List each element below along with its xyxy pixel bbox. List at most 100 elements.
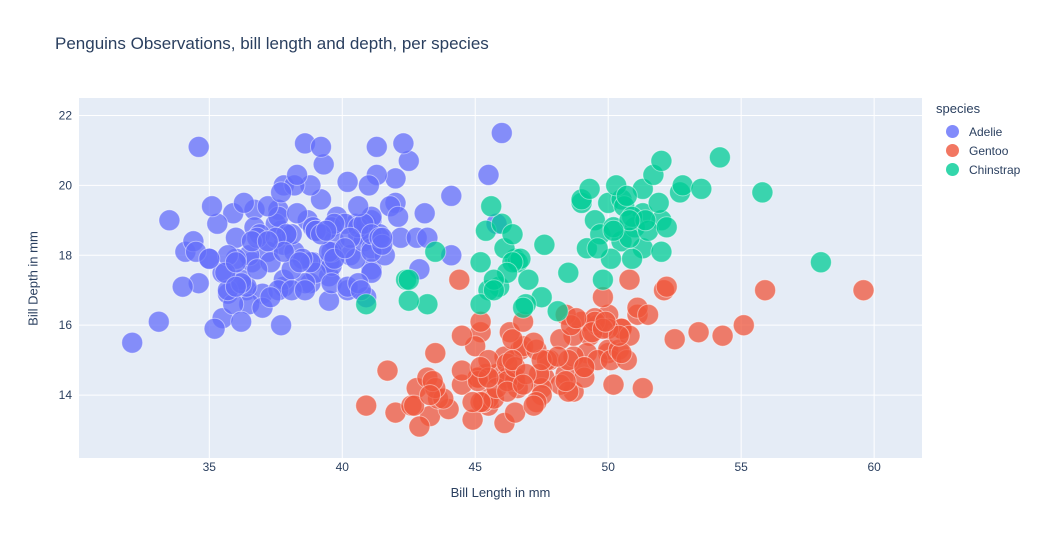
data-point-gentoo[interactable] — [607, 324, 630, 347]
data-point-adelie[interactable] — [259, 286, 282, 309]
data-point-gentoo[interactable] — [618, 268, 641, 291]
data-point-gentoo[interactable] — [637, 303, 660, 326]
data-point-adelie[interactable] — [224, 251, 247, 274]
data-point-gentoo[interactable] — [573, 356, 596, 379]
data-point-adelie[interactable] — [294, 279, 316, 302]
data-point-chinstrap[interactable] — [591, 268, 614, 291]
data-point-adelie[interactable] — [357, 174, 380, 197]
data-point-adelie[interactable] — [371, 226, 394, 249]
data-point-adelie[interactable] — [440, 184, 463, 207]
data-point-adelie[interactable] — [232, 191, 255, 214]
data-point-adelie[interactable] — [256, 230, 279, 253]
data-point-chinstrap[interactable] — [416, 293, 439, 316]
data-point-adelie[interactable] — [347, 195, 370, 218]
data-point-chinstrap[interactable] — [751, 181, 774, 204]
data-point-adelie[interactable] — [270, 314, 293, 337]
data-point-gentoo[interactable] — [504, 401, 527, 424]
data-point-adelie[interactable] — [230, 310, 253, 333]
data-point-gentoo[interactable] — [419, 384, 441, 407]
data-point-chinstrap[interactable] — [501, 223, 524, 246]
data-point-adelie[interactable] — [198, 247, 221, 270]
data-point-chinstrap[interactable] — [650, 149, 673, 172]
data-point-gentoo[interactable] — [711, 324, 734, 347]
data-point-adelie[interactable] — [392, 132, 415, 155]
data-point-adelie[interactable] — [413, 202, 436, 225]
data-point-adelie[interactable] — [121, 331, 144, 354]
data-point-gentoo[interactable] — [687, 321, 710, 344]
data-point-adelie[interactable] — [477, 163, 500, 186]
data-point-adelie[interactable] — [272, 240, 295, 263]
data-point-gentoo[interactable] — [754, 279, 777, 302]
data-point-gentoo[interactable] — [655, 275, 678, 298]
data-point-chinstrap[interactable] — [655, 216, 678, 239]
data-point-chinstrap[interactable] — [482, 279, 505, 302]
legend-item-gentoo[interactable]: Gentoo — [936, 141, 1020, 160]
data-point-gentoo[interactable] — [565, 307, 588, 330]
data-point-gentoo[interactable] — [355, 394, 378, 417]
data-point-chinstrap[interactable] — [480, 195, 503, 218]
data-point-gentoo[interactable] — [602, 373, 625, 396]
data-point-gentoo[interactable] — [546, 345, 569, 368]
data-point-chinstrap[interactable] — [517, 268, 540, 291]
data-point-gentoo[interactable] — [631, 377, 654, 400]
data-point-adelie[interactable] — [158, 209, 181, 232]
data-point-gentoo[interactable] — [512, 373, 535, 396]
data-point-chinstrap[interactable] — [618, 209, 641, 232]
data-point-chinstrap[interactable] — [671, 174, 694, 197]
data-point-gentoo[interactable] — [408, 415, 431, 438]
data-point-chinstrap[interactable] — [533, 233, 556, 256]
data-point-adelie[interactable] — [365, 135, 388, 158]
data-point-adelie[interactable] — [224, 275, 247, 298]
data-point-adelie[interactable] — [286, 202, 309, 225]
data-point-adelie[interactable] — [288, 251, 311, 274]
data-point-chinstrap[interactable] — [578, 177, 601, 200]
data-point-chinstrap[interactable] — [424, 240, 447, 263]
data-point-gentoo[interactable] — [450, 359, 473, 382]
data-point-gentoo[interactable] — [522, 331, 545, 354]
data-point-chinstrap[interactable] — [469, 293, 492, 316]
data-point-chinstrap[interactable] — [602, 219, 625, 242]
data-point-gentoo[interactable] — [594, 310, 617, 333]
data-point-adelie[interactable] — [201, 195, 223, 218]
data-point-adelie[interactable] — [333, 237, 356, 260]
data-point-adelie[interactable] — [246, 258, 269, 281]
data-point-gentoo[interactable] — [663, 328, 686, 351]
data-point-chinstrap[interactable] — [557, 261, 580, 284]
data-point-adelie[interactable] — [187, 135, 210, 158]
data-point-adelie[interactable] — [387, 205, 410, 228]
data-point-gentoo[interactable] — [732, 314, 755, 337]
data-point-chinstrap[interactable] — [621, 247, 644, 270]
data-point-adelie[interactable] — [256, 195, 279, 218]
data-point-chinstrap[interactable] — [647, 191, 670, 214]
data-point-adelie[interactable] — [171, 275, 194, 298]
data-point-adelie[interactable] — [315, 219, 338, 242]
data-point-gentoo[interactable] — [461, 391, 484, 414]
data-point-gentoo[interactable] — [424, 342, 447, 365]
data-point-adelie[interactable] — [203, 317, 226, 340]
data-point-adelie[interactable] — [310, 135, 332, 158]
data-point-chinstrap[interactable] — [586, 237, 609, 260]
data-point-gentoo[interactable] — [450, 324, 473, 347]
data-point-chinstrap[interactable] — [690, 177, 713, 200]
data-point-chinstrap[interactable] — [650, 240, 673, 263]
data-point-chinstrap[interactable] — [615, 184, 638, 207]
data-point-gentoo[interactable] — [469, 356, 492, 379]
data-point-chinstrap[interactable] — [397, 289, 420, 312]
legend-item-adelie[interactable]: Adelie — [936, 122, 1020, 141]
data-point-gentoo[interactable] — [852, 279, 875, 302]
data-point-gentoo[interactable] — [554, 370, 577, 393]
data-point-chinstrap[interactable] — [546, 300, 569, 323]
data-point-chinstrap[interactable] — [708, 146, 731, 169]
legend-item-chinstrap[interactable]: Chinstrap — [936, 160, 1020, 179]
data-point-chinstrap[interactable] — [512, 296, 535, 319]
data-point-gentoo[interactable] — [376, 359, 399, 382]
data-point-chinstrap[interactable] — [397, 268, 420, 291]
data-point-adelie[interactable] — [147, 310, 170, 333]
data-point-chinstrap[interactable] — [469, 251, 492, 274]
data-point-gentoo[interactable] — [501, 349, 524, 372]
data-point-adelie[interactable] — [384, 167, 407, 190]
data-point-gentoo[interactable] — [448, 268, 471, 291]
data-point-adelie[interactable] — [270, 181, 293, 204]
data-point-chinstrap[interactable] — [809, 251, 832, 274]
